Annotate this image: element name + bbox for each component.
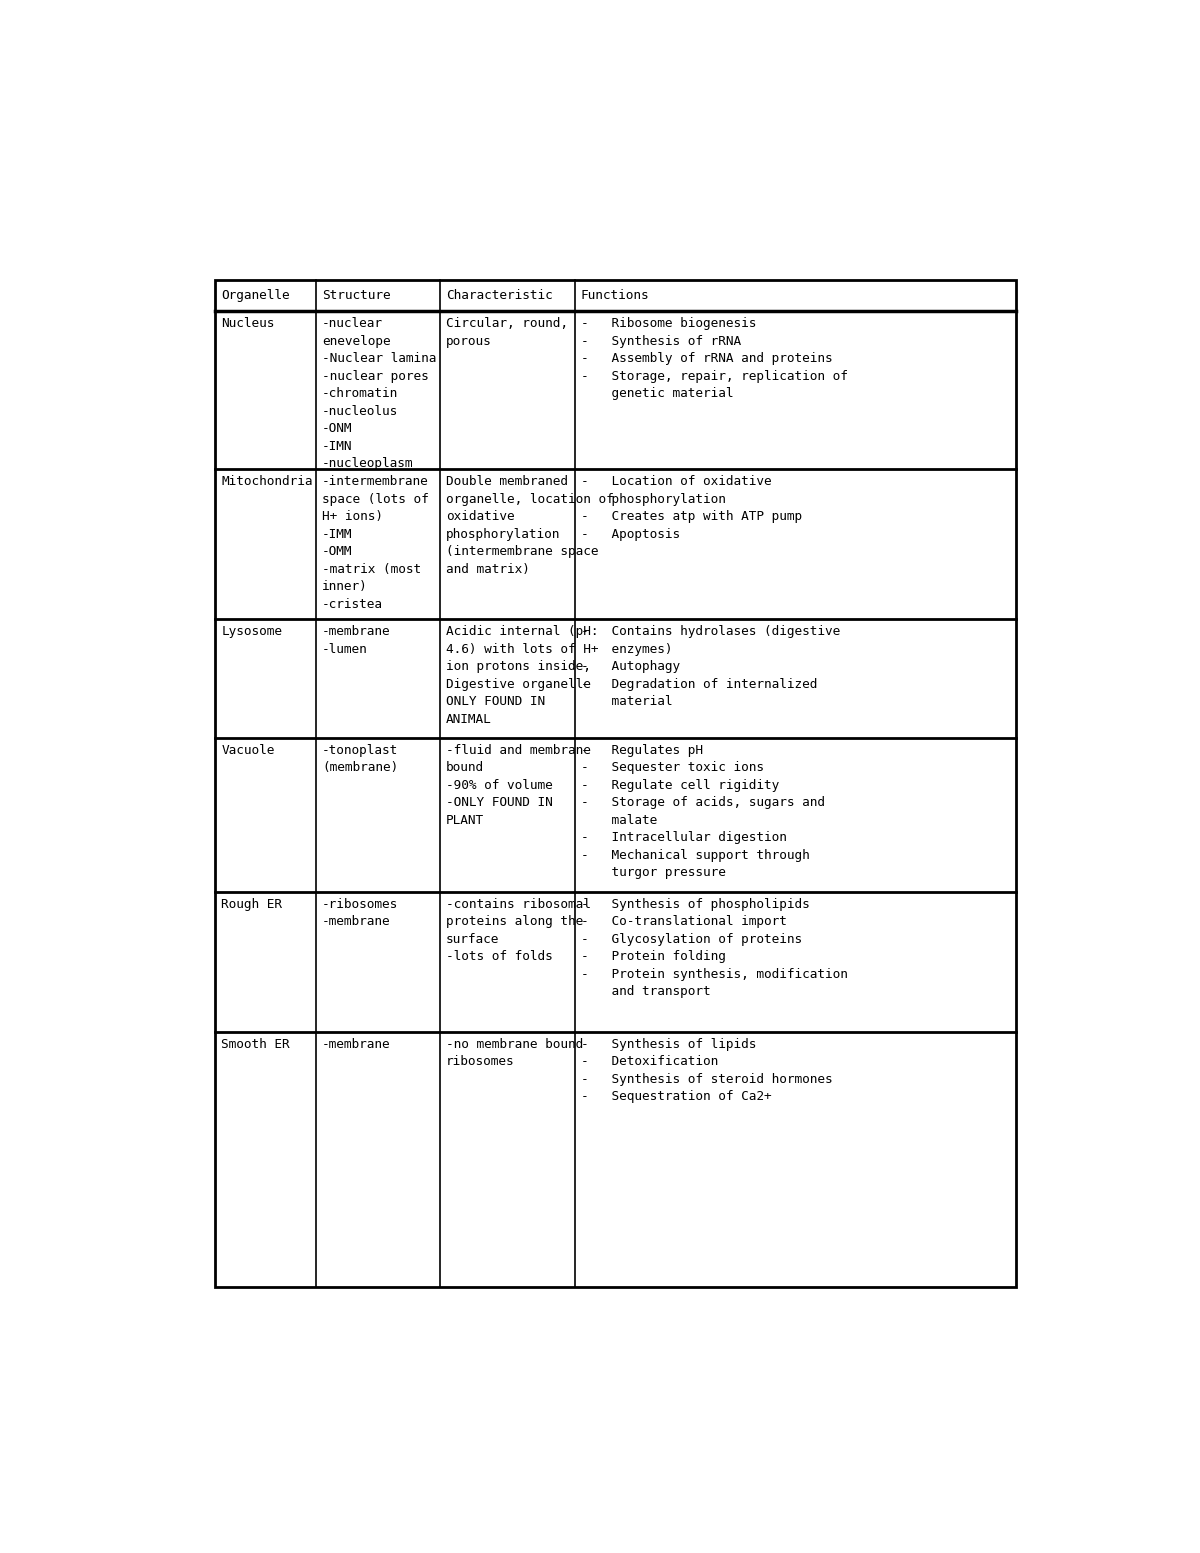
Text: Characteristic: Characteristic <box>446 289 553 303</box>
Text: Vacuole: Vacuole <box>221 744 275 756</box>
Text: -nuclear
enevelope
-Nuclear lamina
-nuclear pores
-chromatin
-nucleolus
-ONM
-IM: -nuclear enevelope -Nuclear lamina -nucl… <box>322 317 437 471</box>
Text: -   Ribosome biogenesis
-   Synthesis of rRNA
-   Assembly of rRNA and proteins
: - Ribosome biogenesis - Synthesis of rRN… <box>581 317 847 401</box>
Bar <box>215 280 1016 1287</box>
Text: Nucleus: Nucleus <box>221 317 275 331</box>
Text: -   Synthesis of phospholipids
-   Co-translational import
-   Glycosylation of : - Synthesis of phospholipids - Co-transl… <box>581 898 847 999</box>
Text: Functions: Functions <box>581 289 649 303</box>
Text: -   Regulates pH
-   Sequester toxic ions
-   Regulate cell rigidity
-   Storage: - Regulates pH - Sequester toxic ions - … <box>581 744 824 879</box>
Text: Structure: Structure <box>322 289 391 303</box>
Text: -ribosomes
-membrane: -ribosomes -membrane <box>322 898 398 929</box>
Text: Organelle: Organelle <box>221 289 290 303</box>
Text: -   Location of oxidative
    phosphorylation
-   Creates atp with ATP pump
-   : - Location of oxidative phosphorylation … <box>581 475 802 540</box>
Text: -tonoplast
(membrane): -tonoplast (membrane) <box>322 744 398 775</box>
Text: Rough ER: Rough ER <box>221 898 282 912</box>
Text: Mitochondria: Mitochondria <box>221 475 313 488</box>
Text: -membrane: -membrane <box>322 1037 391 1051</box>
Text: -contains ribosomal
proteins along the
surface
-lots of folds: -contains ribosomal proteins along the s… <box>446 898 590 963</box>
Text: Circular, round,
porous: Circular, round, porous <box>446 317 568 348</box>
Text: Lysosome: Lysosome <box>221 626 282 638</box>
Text: -no membrane bound
ribosomes: -no membrane bound ribosomes <box>446 1037 583 1068</box>
Text: -   Synthesis of lipids
-   Detoxification
-   Synthesis of steroid hormones
-  : - Synthesis of lipids - Detoxification -… <box>581 1037 833 1104</box>
Text: Smooth ER: Smooth ER <box>221 1037 290 1051</box>
Text: -   Contains hydrolases (digestive
    enzymes)
-   Autophagy
-   Degradation of: - Contains hydrolases (digestive enzymes… <box>581 626 840 708</box>
Text: Acidic internal (pH:
4.6) with lots of H+
ion protons inside,
Digestive organell: Acidic internal (pH: 4.6) with lots of H… <box>446 626 599 725</box>
Text: -intermembrane
space (lots of
H+ ions)
-IMM
-OMM
-matrix (most
inner)
-cristea: -intermembrane space (lots of H+ ions) -… <box>322 475 428 610</box>
Text: -membrane
-lumen: -membrane -lumen <box>322 626 391 655</box>
Text: Double membraned
organelle, location of
oxidative
phosphorylation
(intermembrane: Double membraned organelle, location of … <box>446 475 613 576</box>
Text: -fluid and membrane
bound
-90% of volume
-ONLY FOUND IN
PLANT: -fluid and membrane bound -90% of volume… <box>446 744 590 826</box>
